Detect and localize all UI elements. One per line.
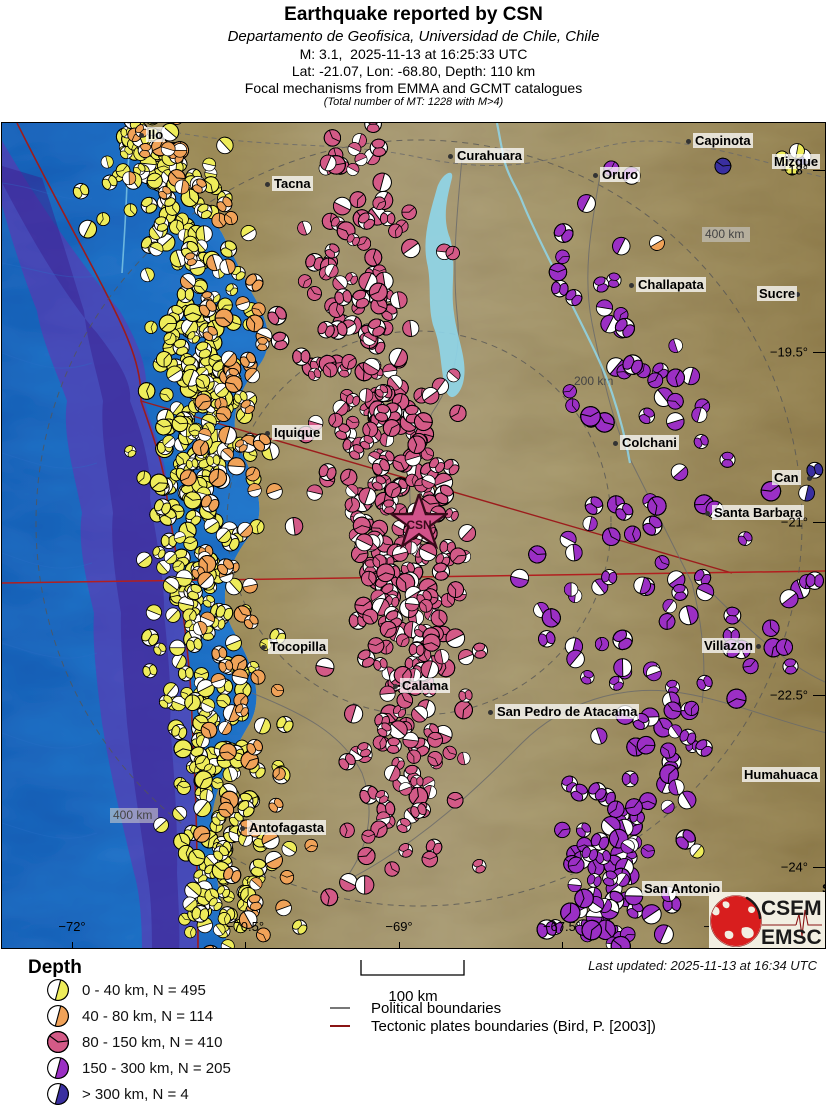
svg-text:EMSC: EMSC (761, 926, 822, 949)
svg-text:CSEM: CSEM (761, 897, 822, 920)
